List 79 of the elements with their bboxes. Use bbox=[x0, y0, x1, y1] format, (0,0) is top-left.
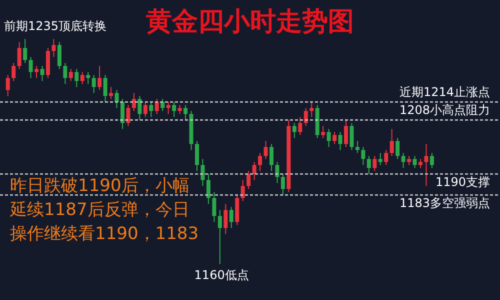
candlestick bbox=[269, 144, 274, 172]
candlestick bbox=[86, 72, 90, 84]
annotation: 1160低点 bbox=[194, 268, 249, 282]
annotation: 延续1187后反弹，今日 bbox=[9, 200, 190, 220]
candlestick bbox=[424, 144, 428, 186]
candlestick bbox=[396, 138, 400, 160]
candlestick bbox=[138, 96, 142, 120]
candlestick bbox=[332, 132, 337, 144]
candlestick bbox=[149, 102, 154, 118]
candlestick bbox=[298, 116, 302, 136]
candlestick bbox=[12, 62, 16, 82]
candlestick bbox=[74, 68, 79, 88]
candlestick bbox=[17, 42, 22, 70]
candlestick bbox=[206, 174, 210, 204]
candlestick bbox=[430, 152, 434, 168]
ref-line-label: 近期1214止涨点 bbox=[399, 85, 490, 99]
candlestick bbox=[184, 104, 188, 120]
candlestick bbox=[6, 74, 10, 96]
candlestick bbox=[132, 92, 136, 112]
candlestick bbox=[338, 132, 342, 150]
candlestick bbox=[252, 162, 256, 180]
candlestick bbox=[401, 152, 406, 168]
candlestick bbox=[46, 48, 50, 78]
candlestick bbox=[304, 108, 308, 126]
candlestick bbox=[246, 170, 251, 190]
candlestick bbox=[350, 122, 354, 150]
candlestick bbox=[310, 102, 314, 118]
candlestick bbox=[114, 90, 119, 108]
candlestick bbox=[218, 210, 222, 264]
candlestick bbox=[235, 194, 240, 226]
candlestick bbox=[92, 74, 96, 94]
candlestick bbox=[258, 152, 262, 172]
candlestick bbox=[120, 98, 124, 130]
candlestick bbox=[275, 162, 280, 184]
candlestick bbox=[68, 68, 73, 82]
candlestick bbox=[229, 206, 234, 228]
ref-line-label: 1190支撑 bbox=[435, 175, 490, 189]
candlestick bbox=[366, 156, 371, 174]
candlestick bbox=[143, 102, 148, 118]
candlestick bbox=[160, 98, 165, 112]
candlestick bbox=[126, 104, 130, 126]
chart-title: 黄金四小时走势图 bbox=[145, 7, 354, 37]
annotation: 昨日跌破1190后，小幅 bbox=[10, 176, 190, 196]
candlestick bbox=[384, 150, 388, 166]
ref-line-label: 1208小高点阻力 bbox=[399, 103, 490, 117]
candlestick bbox=[194, 140, 199, 172]
candlestick bbox=[326, 128, 331, 148]
candlestick bbox=[378, 152, 382, 166]
candlestick bbox=[212, 192, 216, 222]
annotation: 前期1235顶底转换 bbox=[4, 19, 107, 33]
candlestick bbox=[63, 62, 68, 84]
candlestick bbox=[166, 102, 170, 114]
candlestick bbox=[80, 72, 84, 84]
candlestick bbox=[292, 122, 296, 138]
candlestick bbox=[34, 66, 39, 78]
candlestick bbox=[109, 86, 114, 100]
candlestick bbox=[224, 204, 228, 234]
candlestick bbox=[390, 128, 394, 156]
candlestick bbox=[412, 156, 417, 168]
candlestick bbox=[154, 98, 159, 114]
candlestick bbox=[240, 180, 245, 202]
candlestick bbox=[372, 156, 377, 172]
candlestick bbox=[361, 146, 366, 166]
candlestick bbox=[40, 66, 44, 82]
candlestick bbox=[23, 38, 28, 64]
candlestick bbox=[57, 42, 62, 70]
candlestick bbox=[200, 158, 205, 186]
candlestick bbox=[103, 74, 108, 102]
candlestick bbox=[52, 38, 56, 58]
annotation: 操作继续看1190，1183 bbox=[10, 224, 199, 244]
candlestick bbox=[344, 120, 348, 148]
candlestick bbox=[264, 140, 268, 160]
candlestick bbox=[355, 140, 360, 154]
candlestick bbox=[172, 102, 176, 118]
candlestick bbox=[28, 56, 33, 78]
candlestick bbox=[321, 126, 326, 138]
candlestick bbox=[98, 66, 102, 90]
ref-line-label: 1183多空强弱点 bbox=[399, 196, 490, 210]
candlestick bbox=[280, 174, 285, 196]
